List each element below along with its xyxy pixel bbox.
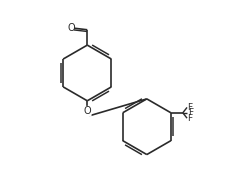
Text: F: F [187,114,193,123]
Text: F: F [188,108,193,117]
Text: O: O [67,23,75,33]
Text: O: O [84,106,91,116]
Text: F: F [187,103,193,112]
